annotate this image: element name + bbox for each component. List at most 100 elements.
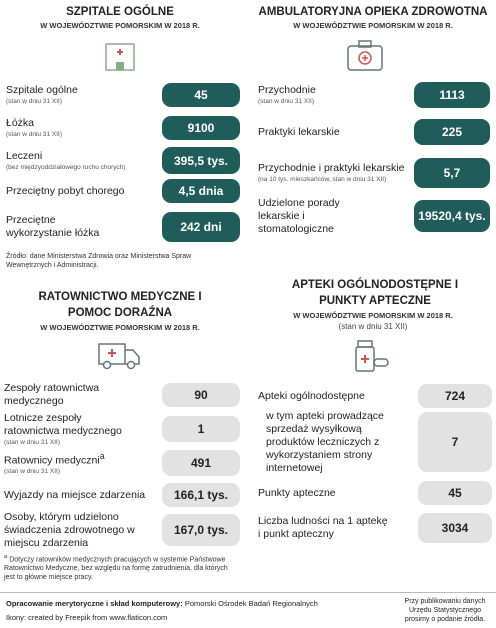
stat-value: 7 — [418, 412, 492, 472]
stat-label: w tym apteki prowadzące sprzedaż wysyłko… — [266, 409, 384, 474]
stat-label-block: Przychodnie (stan w dniu 31 XII) — [258, 84, 316, 106]
stat-label-block: Zespoły ratownictwa medycznego — [4, 382, 156, 408]
stat-label-block: Osoby, którym udzielono świadczenia zdro… — [4, 511, 156, 550]
footnote-mark: a — [99, 450, 105, 461]
stat-value: 19520,4 tys. — [414, 200, 490, 232]
stat-value: 90 — [162, 383, 240, 407]
stat-value: 225 — [414, 119, 490, 145]
stat-row: Przeciętne wykorzystanie łóżka 242 dni — [6, 212, 240, 242]
stat-label: Szpitale ogólne — [6, 84, 78, 96]
divider — [0, 592, 496, 593]
stat-label: Łóżka — [6, 117, 35, 129]
hospital-icon — [105, 43, 135, 71]
stat-row: w tym apteki prowadzące sprzedaż wysyłko… — [258, 410, 492, 475]
stat-label-block: w tym apteki prowadzące sprzedaż wysyłko… — [258, 410, 406, 475]
stat-note: (stan w dniu 31 XII) — [4, 468, 60, 476]
stat-value: 166,1 tys. — [162, 483, 240, 507]
stat-value: 1113 — [414, 82, 490, 108]
stat-row: Przychodnie i praktyki lekarskie (na 10 t… — [258, 158, 490, 188]
stat-value: 3034 — [418, 513, 492, 543]
stat-row: Liczba ludności na 1 aptekę i punkt apte… — [258, 513, 492, 543]
stat-value: 491 — [162, 450, 240, 476]
stat-label-block: Szpitale ogólne (stan w dniu 31 XII) — [6, 84, 78, 106]
stat-note: (stan w dniu 31 XII) — [258, 98, 314, 105]
credit-label: Opracowanie merytoryczne i skład kompute… — [6, 599, 183, 608]
stat-row: Lotnicze zespoły ratownictwa medycznego(… — [4, 412, 240, 446]
credit: Opracowanie merytoryczne i skład kompute… — [6, 599, 318, 608]
stat-value: 4,5 dnia — [162, 179, 240, 203]
stat-value: 5,7 — [414, 158, 490, 188]
footnote-text: Dotyczy ratowników medycznych pracującyc… — [4, 556, 228, 582]
stat-row: Szpitale ogólne (stan w dniu 31 XII) 45 — [6, 83, 240, 107]
stat-label-block: Ratownicy medycznia (stan w dniu 31 XII) — [4, 450, 105, 477]
stat-value: 395,5 tys. — [162, 147, 240, 174]
section-title: RATOWNICTWO MEDYCZNE I POMOC DORAŹNA — [38, 291, 202, 319]
stat-label: Zespoły ratownictwa medycznego — [4, 382, 100, 407]
section-subtitle: W WOJEWÓDZTWIE POMORSKIM W 2018 R. — [40, 323, 200, 332]
stat-value: 724 — [418, 384, 492, 408]
stat-row: Leczeni (bez międzyoddziałowego ruchu cho… — [6, 147, 240, 174]
credit-text: Pomorski Ośrodek Badań Regionalnych — [184, 599, 318, 608]
source-note: Źródło: dane Ministerstwa Zdrowia oraz M… — [6, 253, 192, 269]
stat-value: 1 — [162, 416, 240, 442]
stat-row: Osoby, którym udzielono świadczenia zdro… — [4, 511, 240, 549]
stat-label: Przychodnie i praktyki lekarskie — [258, 162, 405, 174]
stat-label: Udzielone porady lekarskie i stomatologi… — [258, 196, 340, 235]
section-subtitle: W WOJEWÓDZTWIE POMORSKIM W 2018 R. — [293, 21, 453, 30]
footnote-mark: a — [4, 554, 8, 560]
stat-label: Apteki ogólnodostępne — [258, 389, 365, 402]
stat-row: Punkty apteczne 45 — [258, 481, 492, 505]
stat-value: 45 — [418, 481, 492, 505]
stat-label-block: Przeciętne wykorzystanie łóżka — [6, 214, 106, 240]
stat-label-block: Wyjazdy na miejsce zdarzenia — [4, 489, 145, 502]
stat-note: (stan w dniu 31 XII) — [4, 438, 60, 446]
stat-value: 45 — [162, 83, 240, 107]
stat-label-block: Udzielone porady lekarskie i stomatologi… — [258, 197, 383, 236]
stat-note: (bez międzyoddziałowego ruchu chorych) — [6, 163, 126, 171]
stat-label-block: Leczeni (bez międzyoddziałowego ruchu cho… — [6, 150, 126, 172]
stat-row: Przychodnie (stan w dniu 31 XII) 1113 — [258, 82, 490, 108]
stat-row: Przeciętny pobyt chorego 4,5 dnia — [6, 179, 240, 203]
stat-value: 167,0 tys. — [162, 514, 240, 546]
stat-label: Leczeni — [6, 149, 43, 162]
stat-label-block: Apteki ogólnodostępne — [258, 390, 365, 403]
stat-note: (stan w dniu 31 XII) — [6, 98, 62, 105]
stat-row: Łóżka (stan w dniu 31 XII) 9100 — [6, 116, 240, 140]
stat-note: (stan w dniu 31 XII) — [6, 131, 62, 138]
stat-row: Wyjazdy na miejsce zdarzenia 166,1 tys. — [4, 483, 240, 507]
stat-label-block: Punkty apteczne — [258, 487, 336, 500]
stat-label: Liczba ludności na 1 aptekę i punkt apte… — [258, 515, 388, 540]
section-note: (stan w dniu 31 XII) — [338, 322, 408, 331]
section-title: AMBULATORYJNA OPIEKA ZDROWOTNA — [258, 6, 488, 18]
stat-row: Praktyki lekarskie 225 — [258, 119, 490, 145]
notice: Przy publikowaniu danych Urzędu Statysty… — [404, 598, 486, 623]
stat-value: 242 dni — [162, 212, 240, 242]
stat-label-block: Przychodnie i praktyki lekarskie (na 10 t… — [258, 162, 404, 184]
stat-label-block: Przeciętny pobyt chorego — [6, 185, 124, 198]
stat-label-block: Praktyki lekarskie — [258, 126, 340, 139]
stat-row: Apteki ogólnodostępne 724 — [258, 384, 492, 408]
pharmacy-icon — [355, 340, 389, 372]
ambulance-icon — [98, 343, 140, 370]
stat-label: Wyjazdy na miejsce zdarzenia — [4, 488, 146, 501]
stat-label: Praktyki lekarskie — [258, 125, 340, 138]
stat-label-block: Liczba ludności na 1 aptekę i punkt apte… — [258, 515, 388, 541]
stat-label-block: Lotnicze zespoły ratownictwa medycznego(… — [4, 412, 124, 447]
stat-row: Ratownicy medycznia (stan w dniu 31 XII) 4… — [4, 450, 240, 476]
section-subtitle: W WOJEWÓDZTWIE POMORSKIM W 2018 R. — [293, 311, 453, 320]
stat-label: Przychodnie — [258, 84, 316, 96]
icons-credit: Ikony: created by Freepik from www.flati… — [6, 613, 168, 622]
footnote: a Dotyczy ratowników medycznych pracując… — [4, 553, 240, 582]
stat-label: Ratownicy medyczni — [4, 454, 100, 467]
stat-label: Przeciętne wykorzystanie łóżka — [6, 214, 100, 239]
stat-label: Lotnicze zespoły ratownictwa medycznego — [4, 411, 122, 437]
stat-label: Osoby, którym udzielono świadczenia zdro… — [4, 510, 135, 549]
stat-label-block: Łóżka (stan w dniu 31 XII) — [6, 117, 62, 139]
section-title: SZPITALE OGÓLNE — [66, 6, 174, 18]
stat-row: Zespoły ratownictwa medycznego 90 — [4, 382, 240, 408]
stat-note: (na 10 tys. mieszkańców, stan w dniu 31 … — [258, 176, 387, 183]
stat-label: Punkty apteczne — [258, 486, 336, 499]
stat-row: Udzielone porady lekarskie i stomatologi… — [258, 197, 490, 235]
stat-value: 9100 — [162, 116, 240, 140]
